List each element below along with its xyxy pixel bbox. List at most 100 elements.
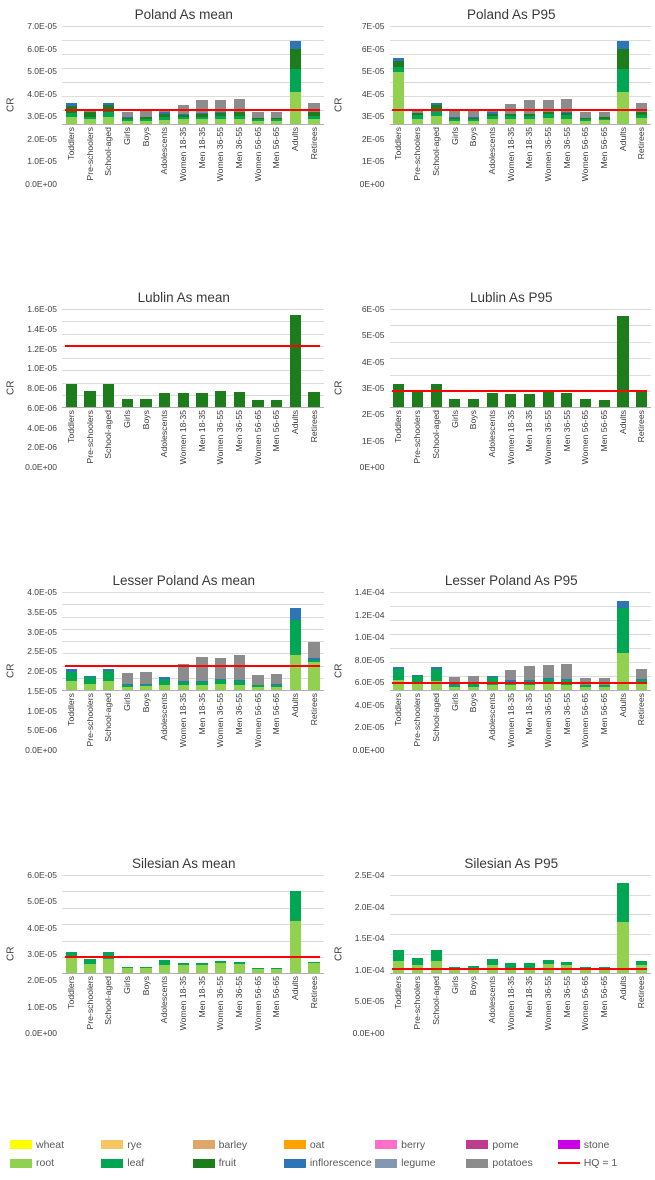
segment-leaf [308,115,320,119]
segment-potatoes [542,665,554,679]
legend-label: root [36,1157,55,1170]
segment-root [196,684,208,691]
x-category-label: Boys [468,693,479,713]
y-tick-label: 1.2E-04 [354,609,385,620]
segment-root [177,119,189,125]
x-category-label: Adults [290,693,301,718]
y-tick-label: 4E-05 [361,88,385,99]
segment-fruit [486,392,498,408]
x-category-label: Adolescents [486,127,497,175]
stacked-bar-men-36-55 [561,309,573,408]
stacked-bar-adolescents [486,26,498,125]
segment-root [505,685,517,691]
bar-slot [155,592,174,691]
gridline [389,358,651,360]
segment-inflorescence [430,667,442,669]
segment-root [523,968,536,974]
stacked-bar-men-56-65 [271,875,283,974]
bar-slot [632,26,651,125]
x-category-label: Toddlers [65,127,76,161]
x-category-label: School-aged [430,127,441,177]
y-tick-label: 6E-05 [361,304,385,314]
bar-slot [595,26,614,125]
segment-potatoes [140,110,152,117]
segment-root [505,968,517,974]
x-label-slot: Boys [464,690,483,750]
stacked-bar-women-18-35 [505,309,517,408]
x-label-slot: Men 56-65 [595,124,614,184]
stacked-bar-toddlers [65,875,77,974]
segment-root [308,661,320,691]
bar-slot [390,309,409,408]
y-tick-label: 5E-05 [361,330,385,341]
segment-potatoes [598,111,610,118]
segment-leaf [140,119,152,121]
bar-slot [81,592,100,691]
x-label-slot: Women 56-65 [249,407,268,467]
bar-slot [502,875,521,974]
segment-leaf [393,950,405,961]
segment-potatoes [505,103,517,114]
x-axis-labels: Toddlers Pre-schoolers School-aged Girls Boy… [62,973,324,1033]
bars-layer [390,26,652,125]
x-category-label: Men 36-55 [234,410,245,452]
stacked-bar-girls [121,875,133,974]
x-label-slot: Boys [464,124,483,184]
segment-leaf [103,112,115,117]
bar-slot [286,26,305,125]
y-tick-label: 2E-05 [361,133,385,144]
root-color-swatch [10,1158,32,1168]
segment-inflorescence [121,683,133,686]
segment-leaf [252,967,264,969]
x-category-label: Women 56-65 [580,410,591,465]
chart-title: Silesian As mean [131,856,236,871]
segment-inflorescence [177,680,189,682]
segment-leaf [561,679,573,685]
gridline [389,662,651,664]
y-axis-ticks: 1.6E-05 1.4E-05 1.2E-05 1.0E-05 8.0E-06 6.0E-… [18,304,62,472]
x-category-label: Men 18-35 [196,693,207,735]
y-tick-label: 1.4E-04 [354,587,385,597]
stacked-bar-retirees [308,592,320,691]
bar-slot [211,875,230,974]
segment-potatoes [467,676,480,684]
bar-slot [211,592,230,691]
legend-item-inflorescence: inflorescence [283,1157,375,1169]
segment-root [271,120,283,125]
segment-root [411,683,424,691]
segment-leaf [542,960,554,965]
y-tick-label: 1.6E-05 [27,304,57,314]
segment-root [252,120,264,125]
y-tick-label: 2.5E-05 [27,646,57,657]
x-axis-line [389,124,651,126]
bar-slot [502,26,521,125]
segment-inflorescence [467,117,480,118]
stacked-bar-school-aged [103,309,115,408]
x-label-slot: Men 36-55 [558,690,577,750]
x-category-label: Men 36-55 [234,976,245,1018]
bar-slot [193,26,212,125]
y-tick-label: 3E-05 [361,111,385,122]
x-category-label: Toddlers [393,410,404,444]
y-tick-label: 5.0E-05 [354,996,385,1007]
x-label-slot: Adolescents [483,690,502,750]
x-label-slot: Women 18-35 [174,407,193,467]
bar-slot [118,592,137,691]
stacked-bar-girls [449,875,461,974]
stacked-bar-boys [140,875,152,974]
segment-fruit [103,105,115,113]
gridline [389,634,651,636]
y-tick-label: 1.5E-05 [27,685,57,696]
x-category-label: Adolescents [486,976,497,1024]
x-label-slot: Toddlers [62,690,81,750]
x-axis-labels: Toddlers Pre-schoolers School-aged Girls Boy… [390,690,652,750]
segment-root [252,968,264,974]
chart-panel: Silesian As mean CR 6.0E-05 5.0E-05 4.0E-0… [0,849,328,1132]
gridline [62,40,324,42]
segment-root [598,969,610,974]
gridline [389,325,651,327]
segment-root [65,116,77,125]
x-label-slot: Women 56-65 [249,973,268,1033]
segment-root [393,71,405,125]
segment-potatoes [579,112,592,118]
